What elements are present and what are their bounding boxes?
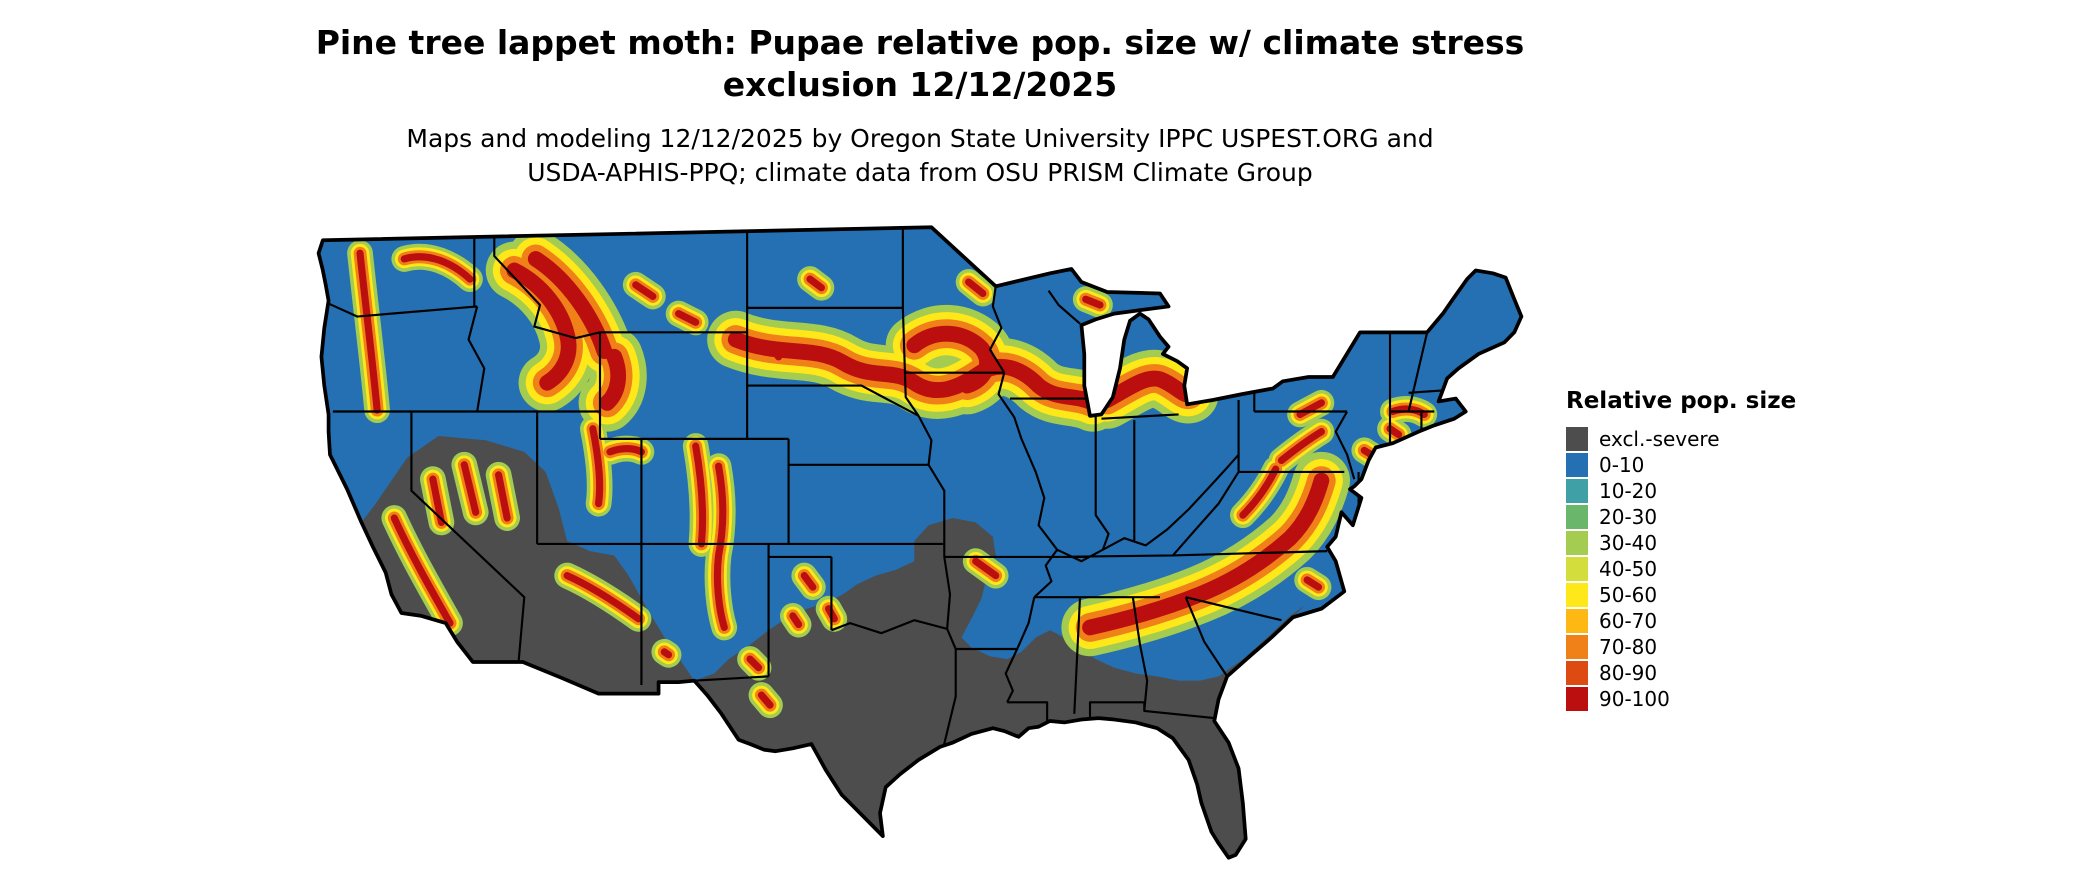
legend-swatch	[1566, 609, 1588, 633]
legend-item: 50-60	[1566, 582, 1796, 608]
page-title-line-2: exclusion 12/12/2025	[722, 65, 1118, 104]
legend-item: 70-80	[1566, 634, 1796, 660]
legend-label: 80-90	[1599, 661, 1658, 685]
legend-swatch	[1566, 427, 1588, 451]
legend-swatch	[1566, 661, 1588, 685]
us-map-svg	[316, 225, 1524, 860]
legend-item: 80-90	[1566, 660, 1796, 686]
legend-swatch	[1566, 635, 1588, 659]
legend-item: 30-40	[1566, 530, 1796, 556]
legend-item: 90-100	[1566, 686, 1796, 712]
legend-label: 50-60	[1599, 583, 1658, 607]
legend-label: 20-30	[1599, 505, 1658, 529]
legend-label: 70-80	[1599, 635, 1658, 659]
legend-swatch	[1566, 479, 1588, 503]
legend-swatch	[1566, 505, 1588, 529]
legend-label: 40-50	[1599, 557, 1658, 581]
legend-label: 10-20	[1599, 479, 1658, 503]
legend-item: 40-50	[1566, 556, 1796, 582]
subtitle: Maps and modeling 12/12/2025 by Oregon S…	[0, 122, 1840, 190]
legend-title: Relative pop. size	[1566, 388, 1797, 414]
map-legend: Relative pop. size excl.-severe 0-10 10-…	[1566, 388, 1796, 712]
legend-item: 10-20	[1566, 478, 1796, 504]
legend-swatch	[1566, 687, 1588, 711]
legend-swatch	[1566, 453, 1588, 477]
subtitle-line-1: Maps and modeling 12/12/2025 by Oregon S…	[406, 124, 1434, 153]
page-title-line-1: Pine tree lappet moth: Pupae relative po…	[315, 23, 1525, 62]
legend-swatch	[1566, 531, 1588, 555]
legend-label: 30-40	[1599, 531, 1658, 555]
legend-label: 90-100	[1599, 687, 1670, 711]
legend-item: 20-30	[1566, 504, 1796, 530]
legend-label: 0-10	[1599, 453, 1645, 477]
legend-item: excl.-severe	[1566, 426, 1796, 452]
legend-label: 60-70	[1599, 609, 1658, 633]
legend-swatch	[1566, 583, 1588, 607]
legend-item: 0-10	[1566, 452, 1796, 478]
header: Pine tree lappet moth: Pupae relative po…	[0, 22, 1840, 190]
legend-item: 60-70	[1566, 608, 1796, 634]
subtitle-line-2: USDA-APHIS-PPQ; climate data from OSU PR…	[527, 158, 1313, 187]
legend-swatch	[1566, 557, 1588, 581]
us-population-map	[300, 210, 1540, 875]
legend-label: excl.-severe	[1599, 427, 1720, 451]
